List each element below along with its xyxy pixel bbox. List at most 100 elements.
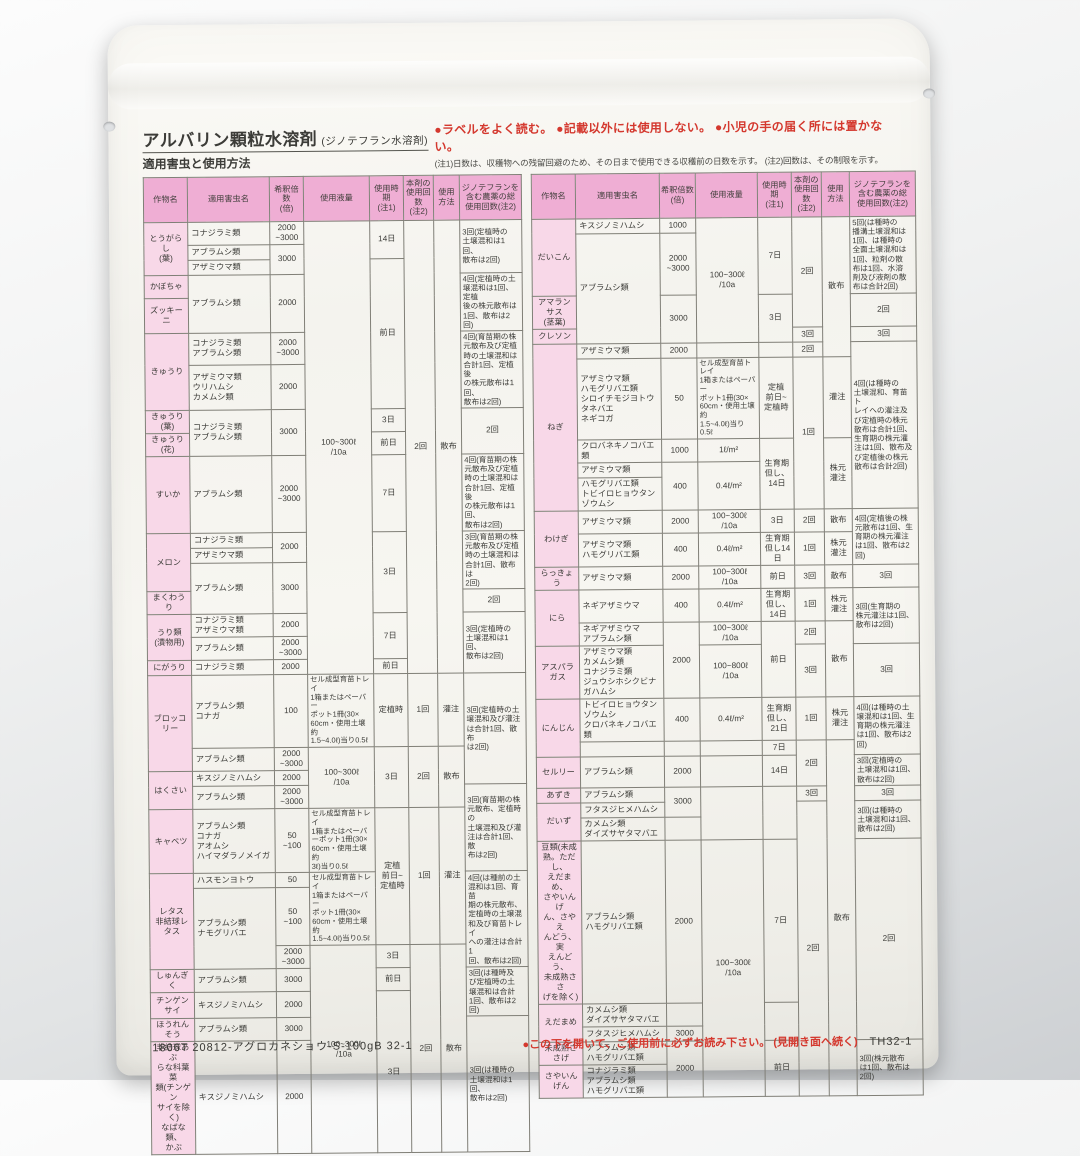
pest-cell: ネギアザミウマ — [578, 589, 664, 624]
value-cell: 2000 — [272, 532, 307, 563]
crop-cell: きゅうり — [144, 333, 190, 411]
value-cell: 3日 — [760, 509, 795, 533]
value-cell: 株元 灌注 — [825, 696, 855, 741]
crop-cell: レタス 非結球レタス — [149, 873, 195, 970]
value-cell: 3回 — [854, 784, 921, 801]
value-cell: 灌注 — [438, 807, 466, 945]
value-cell: 生育期 但し、 14日 — [759, 438, 795, 510]
value-cell: 100~300ℓ /10a — [303, 220, 374, 675]
product-pouch: アルバリン顆粒水溶剤 (ジノテフラン水溶剤) 適用害虫と使用方法 ●ラベルをよく読… — [103, 18, 939, 1156]
title-block: アルバリン顆粒水溶剤 (ジノテフラン水溶剤) 適用害虫と使用方法 — [142, 123, 429, 172]
value-cell: 2回 — [408, 746, 439, 808]
crop-cell: きゅうり(花) — [145, 433, 190, 457]
value-cell: 前日 — [761, 621, 796, 698]
value-cell: 3回 — [792, 326, 823, 342]
value-cell: 1000 — [661, 439, 698, 463]
crop-cell: らっきょう — [534, 567, 579, 591]
value-cell: 生育期 但し14日 — [760, 532, 795, 566]
pest-cell: アザミウマ類 ハモグリバエ類 シロイチモジヨトウ タネバエ ネギコガ — [576, 357, 662, 441]
value-cell: 2000 ~3000 — [274, 785, 309, 809]
value-cell — [666, 1002, 703, 1027]
value-cell: 4回(育苗期の株 元散布及び定植 時の土壌混和は 合計1回、定植後 の株元散布は… — [460, 330, 524, 409]
value-cell: 50 ~100 — [274, 808, 310, 873]
usage-table-left: 作物名 適用害虫名 希釈倍数 (倍) 使用液量 使用時期 (注1) 本剤の 使用回数 (注… — [143, 174, 531, 1156]
column-header: ジノテフランを 含む農薬の総 使用回数(注2) — [849, 171, 916, 217]
value-cell: 3回 — [794, 565, 825, 589]
pest-cell: カメムシ類 ダイズサヤタマバエ — [580, 817, 666, 841]
crop-cell: あずき — [536, 787, 581, 804]
value-cell: 2000 ~3000 — [273, 636, 308, 660]
value-cell: 2000 — [662, 510, 699, 534]
section-title: 適用害虫と使用方法 — [142, 156, 251, 172]
value-cell: 2回 — [791, 216, 823, 327]
footer-instructions: ●この下を開いて、ご使用前に必ずお読み下さい。 (見開き面へ続く) TH32-1 — [522, 1033, 912, 1052]
value-cell: 3回 — [853, 643, 920, 697]
pest-cell: コナジラミ類 — [190, 532, 273, 549]
crop-cell: きゅうり(葉) — [145, 410, 190, 434]
value-cell: 50 — [660, 357, 698, 440]
value-cell: 3回 — [850, 325, 917, 342]
value-cell: 50 ~100 — [275, 887, 310, 946]
pest-cell: キスジノミハムシ — [575, 217, 660, 234]
pest-cell: アブラムシ類 — [580, 756, 665, 788]
pest-cell: アザミウマ類 — [576, 342, 661, 359]
crop-cell: はくさい — [148, 771, 193, 810]
crop-cell: メロン — [146, 533, 191, 593]
pest-cell: アブラムシ類 — [192, 747, 275, 772]
pest-cell: フタスジヒメハムシ — [580, 802, 665, 818]
crop-cell: さやいんげん — [539, 1064, 584, 1099]
pest-cell — [580, 741, 665, 758]
value-cell: 生育期 但し、 21日 — [761, 697, 797, 741]
column-header: 作物名 — [143, 177, 188, 223]
crop-cell: しゅんぎく — [150, 969, 195, 993]
value-cell: 2000 ~3000 — [275, 945, 311, 969]
value-cell: 2000 ~3000 — [659, 232, 697, 295]
value-cell: 14日 — [762, 755, 797, 787]
value-cell: 1回 — [794, 588, 826, 622]
value-cell: 3日 — [376, 990, 412, 1154]
pest-cell: ネギアザミウマ アブラムシ類 — [579, 622, 664, 647]
crop-cell: クレソン — [532, 328, 577, 344]
table-row: レタス 非結球レタス ハスモンヨトウ 50 セル成型育苗トレイ 1箱またはペーパー ポ… — [149, 870, 529, 970]
crop-cell: まくわうり — [146, 591, 192, 616]
value-cell: 2回 — [403, 219, 438, 674]
value-cell: 4回(育苗期の株 元散布及び定植 時の土壌混和は 合計1回、定植後 の株元散布は… — [461, 453, 525, 531]
product-name: アルバリン顆粒水溶剤 — [142, 129, 318, 151]
pest-cell: アザミウマ類 — [577, 462, 662, 479]
column-header: 使用時期 (注1) — [757, 172, 792, 218]
table-row: ブロッコリー アブラムシ類 コナガ 100 セル成型育苗トレイ 1箱またはペーパー ポ… — [147, 672, 527, 785]
table-row: アスパラガス アザミウマ類 カメムシ類 コナジラミ類 ジュウシホシクビナガハムシ 1… — [535, 643, 920, 700]
open-here-notice: ●この下を開いて、ご使用前に必ずお読み下さい。 (見開き面へ続く) — [522, 1036, 858, 1052]
value-cell: 100~300ℓ /10a — [701, 839, 766, 1097]
pest-cell: アブラムシ類 — [192, 785, 275, 810]
value-cell: 2000 — [270, 364, 306, 410]
pest-cell: アザミウマ類 — [578, 510, 663, 535]
value-cell: 3日 — [375, 944, 411, 968]
value-cell: 2000 — [274, 770, 309, 786]
column-header: 希釈倍数 (倍) — [269, 176, 304, 222]
value-cell: 1回 — [792, 356, 825, 510]
crop-cell: だいこん — [531, 218, 577, 296]
value-cell: 散布 — [824, 564, 853, 589]
value-cell: 2000 ~3000 — [271, 455, 307, 533]
pest-cell: アザミウマ類 ウリハムシ カメムシ類 — [188, 364, 272, 411]
value-cell: 3回(は種時の 土壌混和は1回、 散布は2回) — [854, 799, 922, 839]
pest-cell: クロバネキノコバエ類 — [577, 439, 662, 464]
pest-cell: アブラムシ類 — [191, 636, 274, 661]
value-cell: 400 — [662, 533, 699, 567]
column-header: 本剤の 使用回数 (注2) — [403, 175, 434, 221]
value-cell: 2000 — [273, 659, 308, 675]
footnote-text: (注1)日数は、収穫物への残留回避のため、その日まで使用できる収穫前の日数を示す… — [434, 154, 883, 169]
column-header: 使用 方法 — [433, 175, 460, 220]
value-cell: 14日 — [369, 220, 404, 259]
pest-cell: コナジラミ類 アブラムシ類 — [189, 409, 272, 457]
value-cell: 7日 — [763, 838, 799, 1003]
value-cell: 前日 — [371, 431, 406, 455]
value-cell: 4回(定植時の土 壌混和は1回、定植 後の株元散布は 1回、散布は2回) — [460, 272, 523, 332]
value-cell: 灌注 — [437, 673, 465, 747]
value-cell: 7日 — [373, 612, 408, 660]
column-header: 適用害虫名 — [575, 173, 660, 219]
crop-cell: ズッキーニ — [144, 298, 189, 334]
value-cell: 50 — [275, 872, 310, 888]
pest-cell: アブラムシ類 — [575, 232, 661, 344]
